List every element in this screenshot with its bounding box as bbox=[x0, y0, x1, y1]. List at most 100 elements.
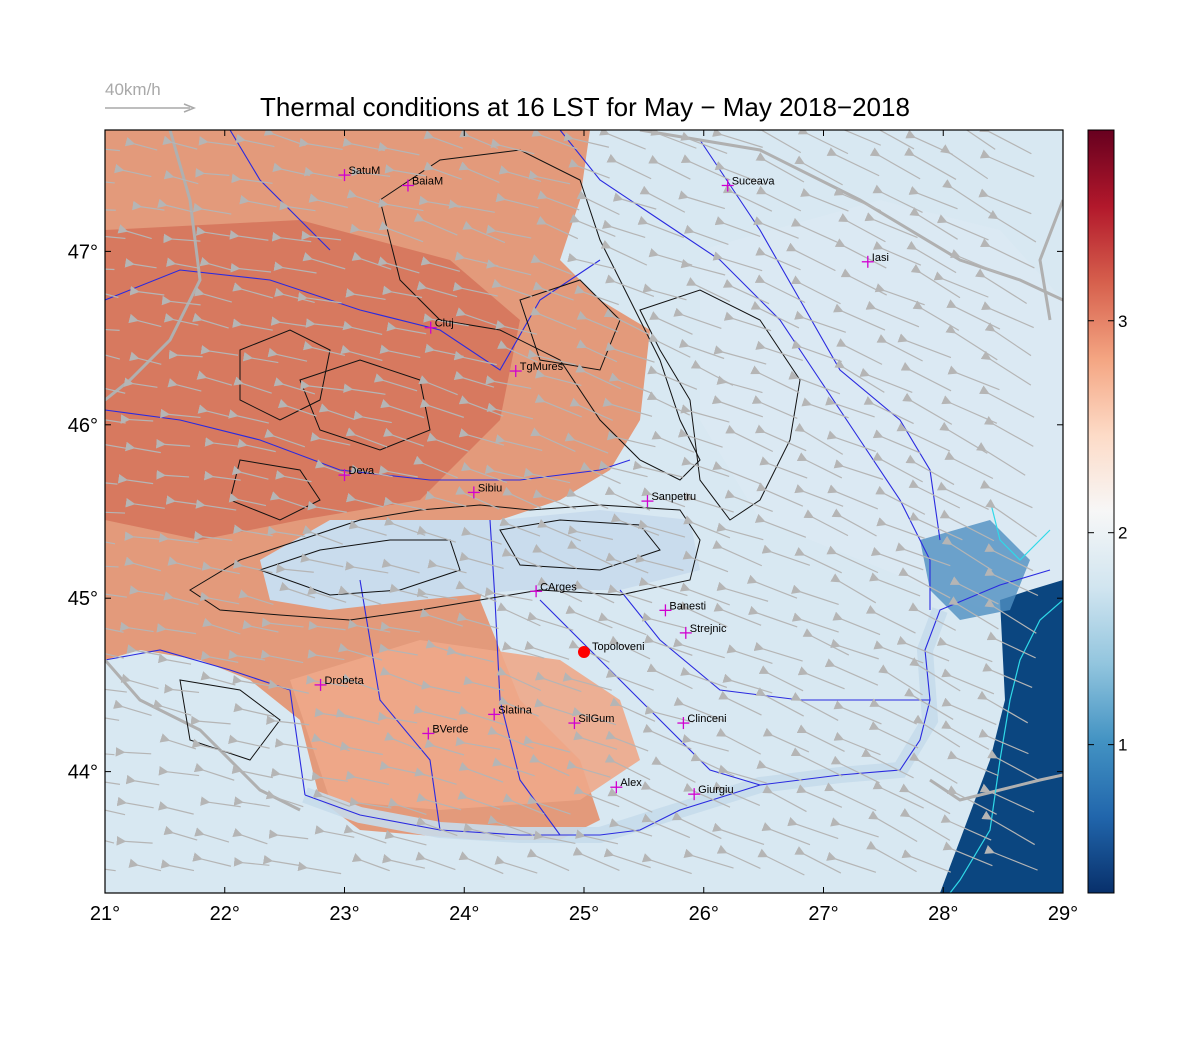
wind-arrow bbox=[598, 460, 648, 478]
wind-arrow bbox=[348, 520, 387, 536]
wind-arrow bbox=[575, 829, 619, 845]
wind-arrow bbox=[152, 699, 192, 716]
wind-arrow bbox=[875, 485, 926, 515]
wind-arrow bbox=[129, 285, 165, 296]
wind-arrow bbox=[494, 855, 538, 874]
wind-arrow bbox=[105, 868, 116, 872]
wind-arrow bbox=[758, 665, 804, 692]
wind-arrow bbox=[105, 717, 120, 721]
y-tick-label: 44° bbox=[68, 762, 98, 784]
wind-arrow bbox=[384, 829, 427, 846]
station-label: SatuM bbox=[349, 165, 381, 177]
wind-arrow bbox=[981, 810, 1035, 846]
wind-arrow bbox=[353, 410, 392, 424]
wind-arrow bbox=[906, 240, 957, 274]
wind-arrow bbox=[752, 130, 802, 154]
wind-arrow bbox=[190, 715, 231, 726]
wind-arrow bbox=[942, 179, 993, 215]
wind-arrow bbox=[105, 840, 115, 844]
wind-arrow bbox=[803, 509, 849, 537]
wind-arrow bbox=[678, 601, 728, 628]
wind-arrow bbox=[242, 619, 279, 633]
station-label: BVerde bbox=[432, 723, 468, 735]
wind-arrow bbox=[869, 572, 921, 597]
wind-arrow bbox=[502, 793, 545, 815]
wind-arrow bbox=[192, 312, 229, 329]
wind-arrow bbox=[499, 517, 541, 537]
wind-arrow bbox=[979, 479, 1033, 509]
wind-arrow bbox=[563, 132, 610, 148]
wind-arrow bbox=[383, 496, 427, 511]
wind-arrow bbox=[446, 645, 494, 663]
wind-arrow bbox=[419, 608, 463, 627]
wind-arrow bbox=[864, 212, 918, 239]
wind-arrow bbox=[680, 131, 728, 154]
wind-arrow bbox=[897, 333, 952, 359]
wind-arrow bbox=[713, 345, 767, 365]
wind-arrow bbox=[201, 561, 240, 575]
wind-arrow bbox=[125, 497, 165, 509]
wind-arrow bbox=[716, 375, 763, 394]
wind-arrow bbox=[116, 796, 154, 809]
wind-arrow bbox=[569, 397, 613, 421]
site-label: Topoloveni bbox=[592, 641, 645, 653]
wind-arrow bbox=[351, 853, 390, 872]
wind-arrow bbox=[416, 792, 462, 811]
wind-arrow bbox=[603, 308, 650, 335]
wind-arrow bbox=[338, 643, 383, 661]
wind-arrow bbox=[537, 519, 582, 542]
wind-arrow bbox=[267, 525, 306, 538]
wind-arrow bbox=[453, 350, 497, 366]
wind-arrow bbox=[868, 721, 919, 749]
wind-arrow bbox=[830, 755, 880, 784]
wind-arrow bbox=[268, 829, 309, 840]
wind-arrow bbox=[302, 525, 343, 545]
wind-arrow bbox=[569, 213, 616, 237]
wind-arrow bbox=[933, 271, 989, 298]
wind-arrow bbox=[791, 275, 841, 305]
station-alex: Alex bbox=[610, 777, 642, 794]
wind-arrow bbox=[194, 827, 230, 843]
wind-arrow bbox=[163, 591, 199, 606]
x-tick-label: 29° bbox=[1048, 903, 1078, 925]
wind-arrow bbox=[673, 696, 725, 722]
wind-arrow bbox=[831, 508, 877, 537]
wind-arrow bbox=[598, 612, 647, 636]
wind-arrow bbox=[608, 635, 651, 660]
wind-arrow bbox=[423, 313, 469, 327]
wind-arrow bbox=[200, 671, 236, 686]
wind-arrow bbox=[378, 221, 424, 243]
wind-arrow bbox=[605, 274, 655, 298]
wind-arrow bbox=[650, 130, 697, 149]
wind-arrow bbox=[639, 185, 686, 213]
wind-arrow bbox=[537, 576, 583, 603]
y-tick-label: 45° bbox=[68, 588, 98, 610]
wind-arrow bbox=[724, 489, 773, 512]
wind-arrow bbox=[424, 738, 465, 756]
wind-arrow bbox=[836, 338, 883, 365]
station-giurgiu: Giurgiu bbox=[688, 784, 734, 801]
station-carges: CArges bbox=[530, 581, 577, 598]
wind-arrow bbox=[161, 295, 201, 306]
wind-arrow bbox=[869, 147, 921, 180]
station-label: Banesti bbox=[669, 600, 706, 612]
wind-arrow bbox=[607, 584, 653, 604]
wind-arrow bbox=[651, 430, 695, 453]
wind-arrow bbox=[239, 194, 277, 208]
station-cluj: Cluj bbox=[424, 318, 454, 334]
wind-arrow bbox=[603, 848, 651, 869]
wind-arrow bbox=[105, 328, 120, 331]
wind-arrow bbox=[649, 311, 693, 335]
wind-arrow bbox=[576, 190, 620, 216]
wind-arrow bbox=[415, 816, 458, 837]
wind-arrow bbox=[791, 339, 842, 363]
wind-arrow bbox=[796, 784, 843, 808]
wind-arrow bbox=[527, 795, 571, 815]
wind-arrow bbox=[859, 367, 913, 393]
wind-arrow bbox=[492, 757, 535, 777]
frame-ticks bbox=[104, 130, 1064, 893]
wind-arrow bbox=[673, 307, 722, 330]
wind-arrow bbox=[270, 316, 308, 327]
wind-arrow bbox=[194, 287, 232, 303]
wind-arrow bbox=[228, 493, 267, 507]
